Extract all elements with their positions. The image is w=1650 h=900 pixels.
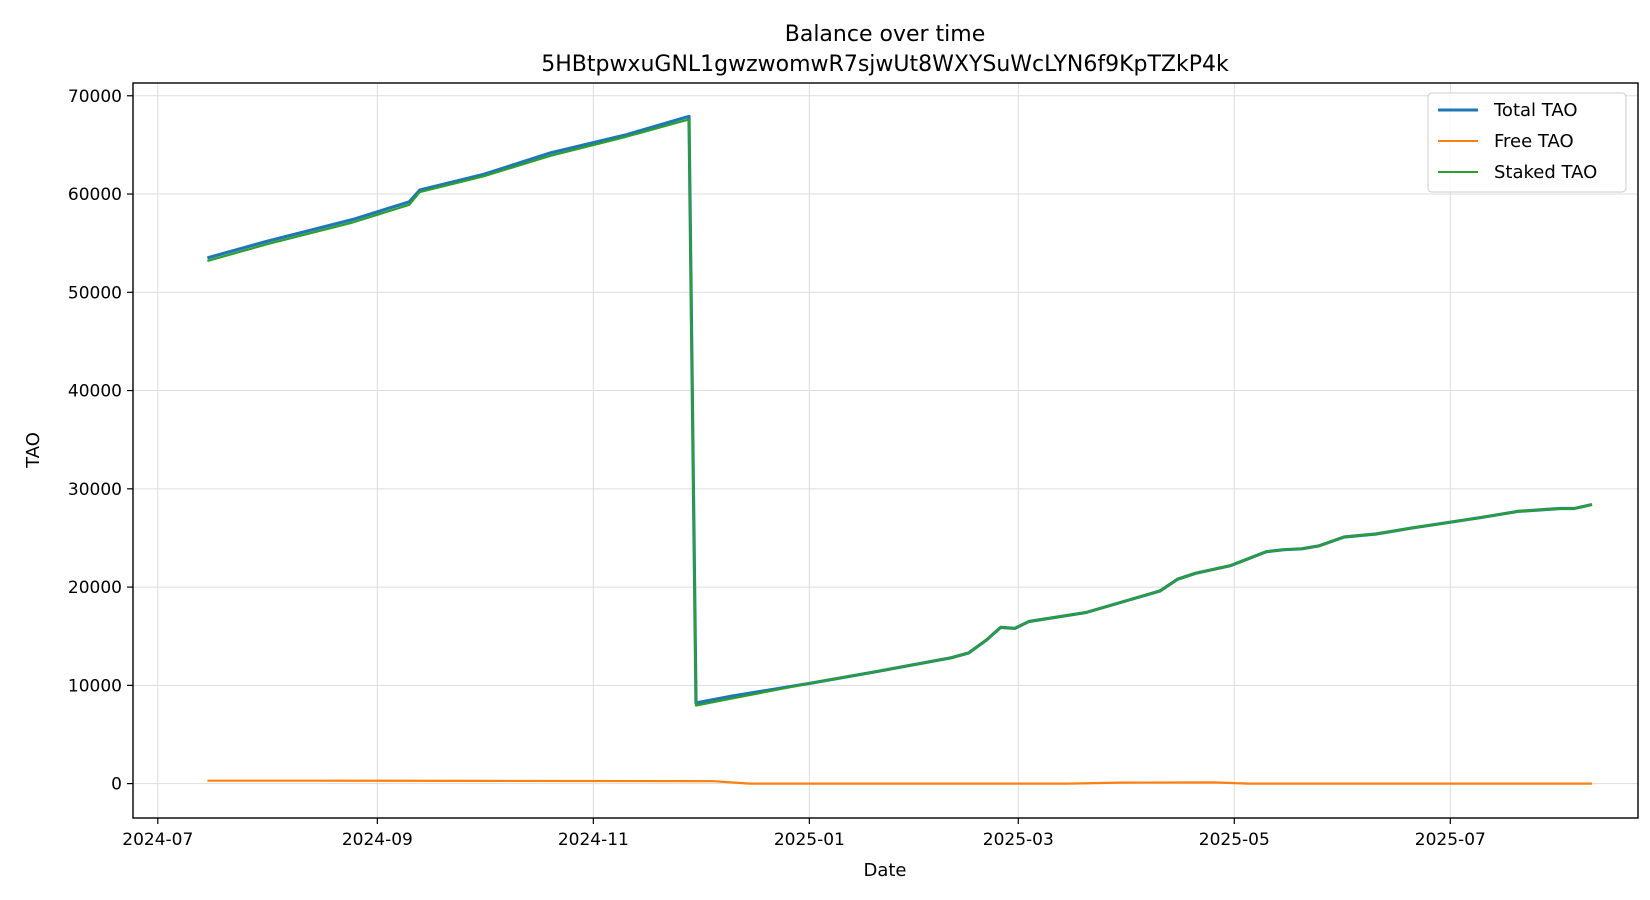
- legend-label-total-tao: Total TAO: [1493, 100, 1578, 121]
- x-axis-label: Date: [863, 860, 906, 881]
- y-tick-label: 60000: [68, 185, 122, 205]
- x-tick-label: 2025-07: [1415, 830, 1486, 850]
- legend-box: [1427, 92, 1627, 193]
- y-tick-label: 50000: [68, 283, 122, 303]
- legend: Total TAO Free TAO Staked TAO: [1427, 92, 1627, 193]
- legend-label-staked-tao: Staked TAO: [1494, 162, 1597, 183]
- x-tick-label: 2025-01: [774, 830, 845, 850]
- y-tick-label: 0: [111, 775, 122, 795]
- y-tick-label: 30000: [68, 480, 122, 500]
- chart-subtitle: 5HBtpwxuGNL1gwzwomwR7sjwUt8WXYSuWcLYN6f9…: [541, 52, 1229, 77]
- x-tick-label: 2024-11: [558, 830, 629, 850]
- plot-frame: [132, 82, 1639, 819]
- series-line-total-tao: [206, 114, 1593, 705]
- x-axis-ticks: 2024-07 2024-09 2024-11 2025-01 2025-03 2025-…: [122, 818, 1486, 850]
- series-line-staked-tao: [207, 118, 1593, 707]
- series-line-free-tao: [207, 779, 1592, 785]
- x-tick-label: 2025-05: [1199, 830, 1270, 850]
- y-tick-label: 70000: [68, 87, 122, 107]
- y-axis-ticks: 0 10000 20000 30000 40000 50000 60000 70000: [68, 87, 133, 795]
- chart-title: Balance over time: [785, 22, 986, 47]
- series-lines: [206, 114, 1593, 785]
- legend-label-free-tao: Free TAO: [1494, 131, 1574, 152]
- y-tick-label: 10000: [68, 676, 122, 696]
- x-tick-label: 2025-03: [983, 830, 1054, 850]
- x-tick-label: 2024-09: [342, 830, 413, 850]
- y-axis-label: TAO: [23, 432, 44, 469]
- y-tick-label: 20000: [68, 578, 122, 598]
- grid-lines: [133, 83, 1638, 818]
- y-tick-label: 40000: [68, 382, 122, 402]
- x-tick-label: 2024-07: [122, 830, 193, 850]
